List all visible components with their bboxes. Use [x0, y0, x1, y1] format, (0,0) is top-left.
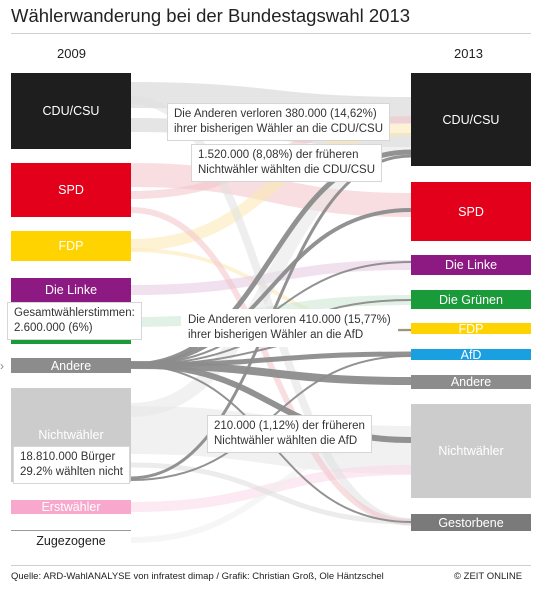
node-2009-cdu-label: CDU/CSU [42, 104, 100, 118]
callout-nichtwaehler-to-afd-line1: 210.000 (1,12%) der früheren [214, 420, 365, 432]
node-2013-afd-label: AfD [460, 349, 482, 360]
node-2013-fdp-label: FDP [458, 323, 484, 334]
node-2013-nichtwaehler-label: Nichtwähler [438, 444, 504, 458]
node-2013-spd-label: SPD [458, 204, 484, 219]
callout-gesamt-line1: Gesamtwählerstimmen: [14, 307, 135, 319]
node-2009-spd[interactable]: SPD [11, 163, 131, 217]
callout-andere-to-afd: Die Anderen verloren 410.000 (15,77%) ih… [181, 309, 398, 347]
callout-buerger-line1: 18.810.000 Bürger [20, 451, 116, 463]
callout-andere-to-cdu-line1: Die Anderen verloren 380.000 (14,62%) [174, 108, 377, 120]
footer-source: Quelle: ARD-WahlANALYSE von infratest di… [11, 571, 384, 582]
node-2009-spd-label: SPD [58, 183, 84, 197]
pointer-arrow-icon: › [0, 359, 4, 373]
node-2009-nichtwaehler-label: Nichtwähler [38, 428, 104, 442]
faint-flow-14 [130, 462, 412, 525]
footer-copyright: © ZEIT ONLINE [454, 571, 523, 582]
highlight-flow-1 [130, 208, 412, 367]
node-2009-fdp-label: FDP [58, 239, 84, 253]
node-2013-afd[interactable]: AfD [411, 349, 531, 360]
node-2013-andere[interactable]: Andere [411, 375, 531, 389]
node-2013-spd[interactable]: SPD [411, 182, 531, 241]
node-2009-cdu[interactable]: CDU/CSU [11, 73, 131, 149]
callout-gesamtwaehlerstimmen: Gesamtwählerstimmen: 2.600.000 (6%) [7, 302, 142, 340]
callout-buerger-line2: 29.2% wählten nicht [20, 466, 123, 478]
callout-andere-to-cdu: Die Anderen verloren 380.000 (14,62%) ih… [167, 103, 390, 141]
callout-gesamt-line2: 2.600.000 (6%) [14, 322, 93, 334]
node-2013-linke[interactable]: Die Linke [411, 255, 531, 275]
callout-andere-to-afd-line2: ihrer bisherigen Wähler an die AfD [188, 329, 364, 341]
node-2013-gruene[interactable]: Die Grünen [411, 290, 531, 309]
node-2009-linke-label: Die Linke [44, 283, 98, 297]
node-2013-gruene-label: Die Grünen [439, 292, 503, 307]
node-2009-andere-label: Andere [50, 358, 92, 373]
node-2013-cdu[interactable]: CDU/CSU [411, 73, 531, 166]
node-2013-nichtwaehler[interactable]: Nichtwähler [411, 404, 531, 498]
node-2013-andere-label: Andere [450, 375, 492, 389]
title-divider [11, 33, 531, 34]
callout-nichtwaehler-total: 18.810.000 Bürger 29.2% wählten nicht [13, 446, 130, 484]
year-2009-label: 2009 [57, 46, 86, 61]
faint-flow-13 [130, 207, 412, 525]
callout-nichtwaehler-to-cdu-line2: Nichtwähler wählten die CDU/CSU [198, 164, 376, 176]
node-2013-fdp[interactable]: FDP [411, 323, 531, 334]
node-2009-zugezogene-label: Zugezogene [36, 534, 106, 548]
chart-title: Wählerwanderung bei der Bundestagswahl 2… [11, 5, 411, 26]
year-2013-label: 2013 [454, 46, 483, 61]
node-2013-linke-label: Die Linke [444, 258, 498, 272]
node-2009-zugezogene[interactable]: Zugezogene [11, 532, 131, 550]
node-2009-zugezogene-line [11, 530, 131, 531]
node-2009-erstwaehler[interactable]: Erstwähler [11, 500, 131, 514]
callout-nichtwaehler-to-afd: 210.000 (1,12%) der früheren Nichtwähler… [207, 415, 372, 453]
callout-andere-to-afd-line1: Die Anderen verloren 410.000 (15,77%) [188, 314, 391, 326]
node-2009-fdp[interactable]: FDP [11, 231, 131, 261]
callout-nichtwaehler-to-afd-line2: Nichtwähler wählten die AfD [214, 435, 358, 447]
node-2013-gestorbene-label: Gestorbene [438, 515, 504, 530]
node-2013-gestorbene[interactable]: Gestorbene [411, 514, 531, 531]
callout-andere-to-cdu-line2: ihrer bisherigen Wähler an die CDU/CSU [174, 123, 383, 135]
node-2013-cdu-label: CDU/CSU [442, 112, 500, 127]
callout-nichtwaehler-to-cdu-line1: 1.520.000 (8,08%) der früheren [198, 149, 359, 161]
node-2009-linke[interactable]: Die Linke [11, 278, 131, 302]
footer-divider [11, 565, 531, 566]
callout-nichtwaehler-to-cdu: 1.520.000 (8,08%) der früheren Nichtwähl… [191, 144, 383, 182]
node-2009-andere[interactable]: Andere [11, 358, 131, 373]
node-2009-erstwaehler-label: Erstwähler [41, 500, 101, 514]
